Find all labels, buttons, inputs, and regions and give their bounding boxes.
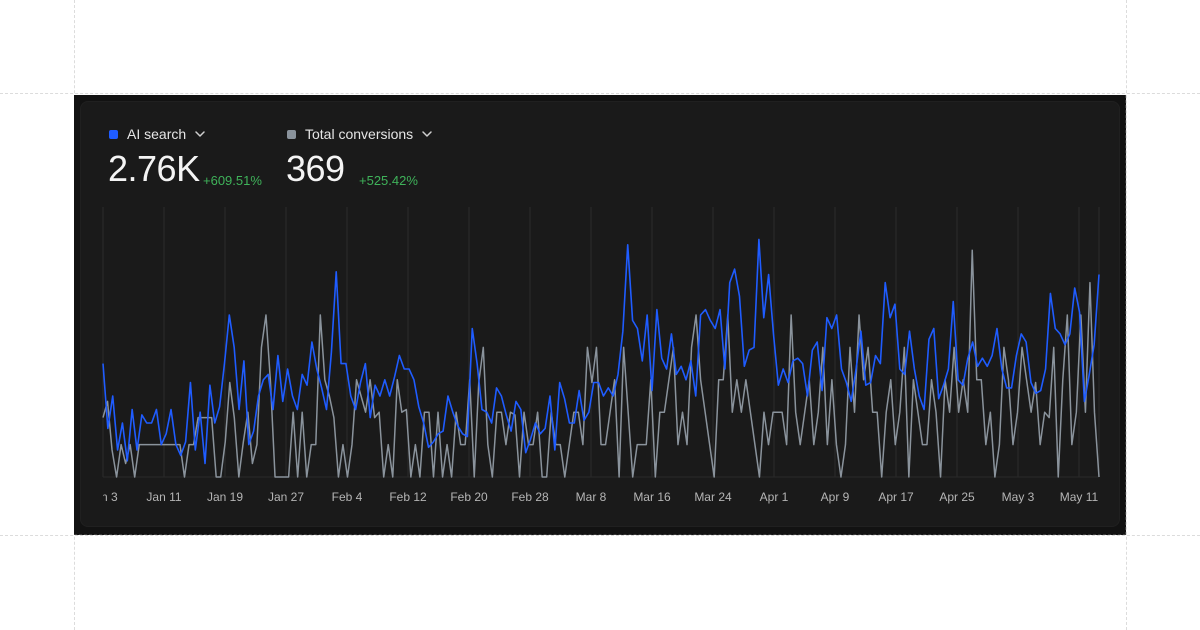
- x-tick-label: Apr 25: [939, 490, 975, 504]
- x-tick-label: May 3: [1002, 490, 1035, 504]
- x-tick-label: Jan 11: [146, 490, 181, 504]
- series-swatch-ai-search: [109, 129, 118, 139]
- guide-line-right: [1126, 0, 1127, 630]
- dashboard-panel: AI search 2.76K +609.51% Total conversio…: [74, 95, 1126, 535]
- x-tick-label: Apr 9: [821, 490, 850, 504]
- x-tick-label: Mar 16: [633, 490, 671, 504]
- chevron-down-icon[interactable]: [421, 130, 433, 138]
- x-tick-label: May 19: [1120, 490, 1121, 504]
- x-tick-label: Mar 24: [694, 490, 732, 504]
- x-tick-label: Apr 1: [760, 490, 789, 504]
- x-tick-label: Feb 4: [332, 490, 363, 504]
- metric-label: Total conversions: [305, 126, 414, 142]
- line-chart: Jan 3 Jan 11 Jan 19 Jan 27 Feb 4 Feb 12 Feb 20…: [88, 207, 1121, 504]
- x-tick-label: May 11: [1060, 490, 1099, 504]
- x-tick-label: Jan 3: [88, 490, 118, 504]
- x-tick-label: Feb 28: [511, 490, 549, 504]
- x-tick-label: Mar 8: [576, 490, 607, 504]
- x-tick-label: Jan 19: [207, 490, 243, 504]
- metric-label: AI search: [127, 126, 187, 142]
- x-tick-label: Jan 27: [268, 490, 304, 504]
- metric-value: 2.76K: [108, 148, 200, 189]
- series-line-total-conversions: [102, 249, 1100, 478]
- guide-line-top: [0, 93, 1200, 94]
- guide-line-bottom: [0, 535, 1200, 536]
- series-swatch-total-conversions: [287, 129, 296, 139]
- chart-card: AI search 2.76K +609.51% Total conversio…: [80, 101, 1120, 527]
- x-tick-label: Feb 20: [450, 490, 488, 504]
- series-line-ai-search: [102, 238, 1100, 465]
- metric-value: 369: [286, 148, 345, 189]
- x-tick-label: Feb 12: [389, 490, 427, 504]
- metric-delta: +525.42%: [359, 173, 418, 188]
- x-tick-label: Apr 17: [878, 490, 914, 504]
- metric-selector-ai-search[interactable]: AI search: [109, 126, 206, 142]
- chevron-down-icon[interactable]: [194, 130, 206, 138]
- metric-delta: +609.51%: [203, 173, 262, 188]
- metric-selector-total-conversions[interactable]: Total conversions: [287, 126, 433, 142]
